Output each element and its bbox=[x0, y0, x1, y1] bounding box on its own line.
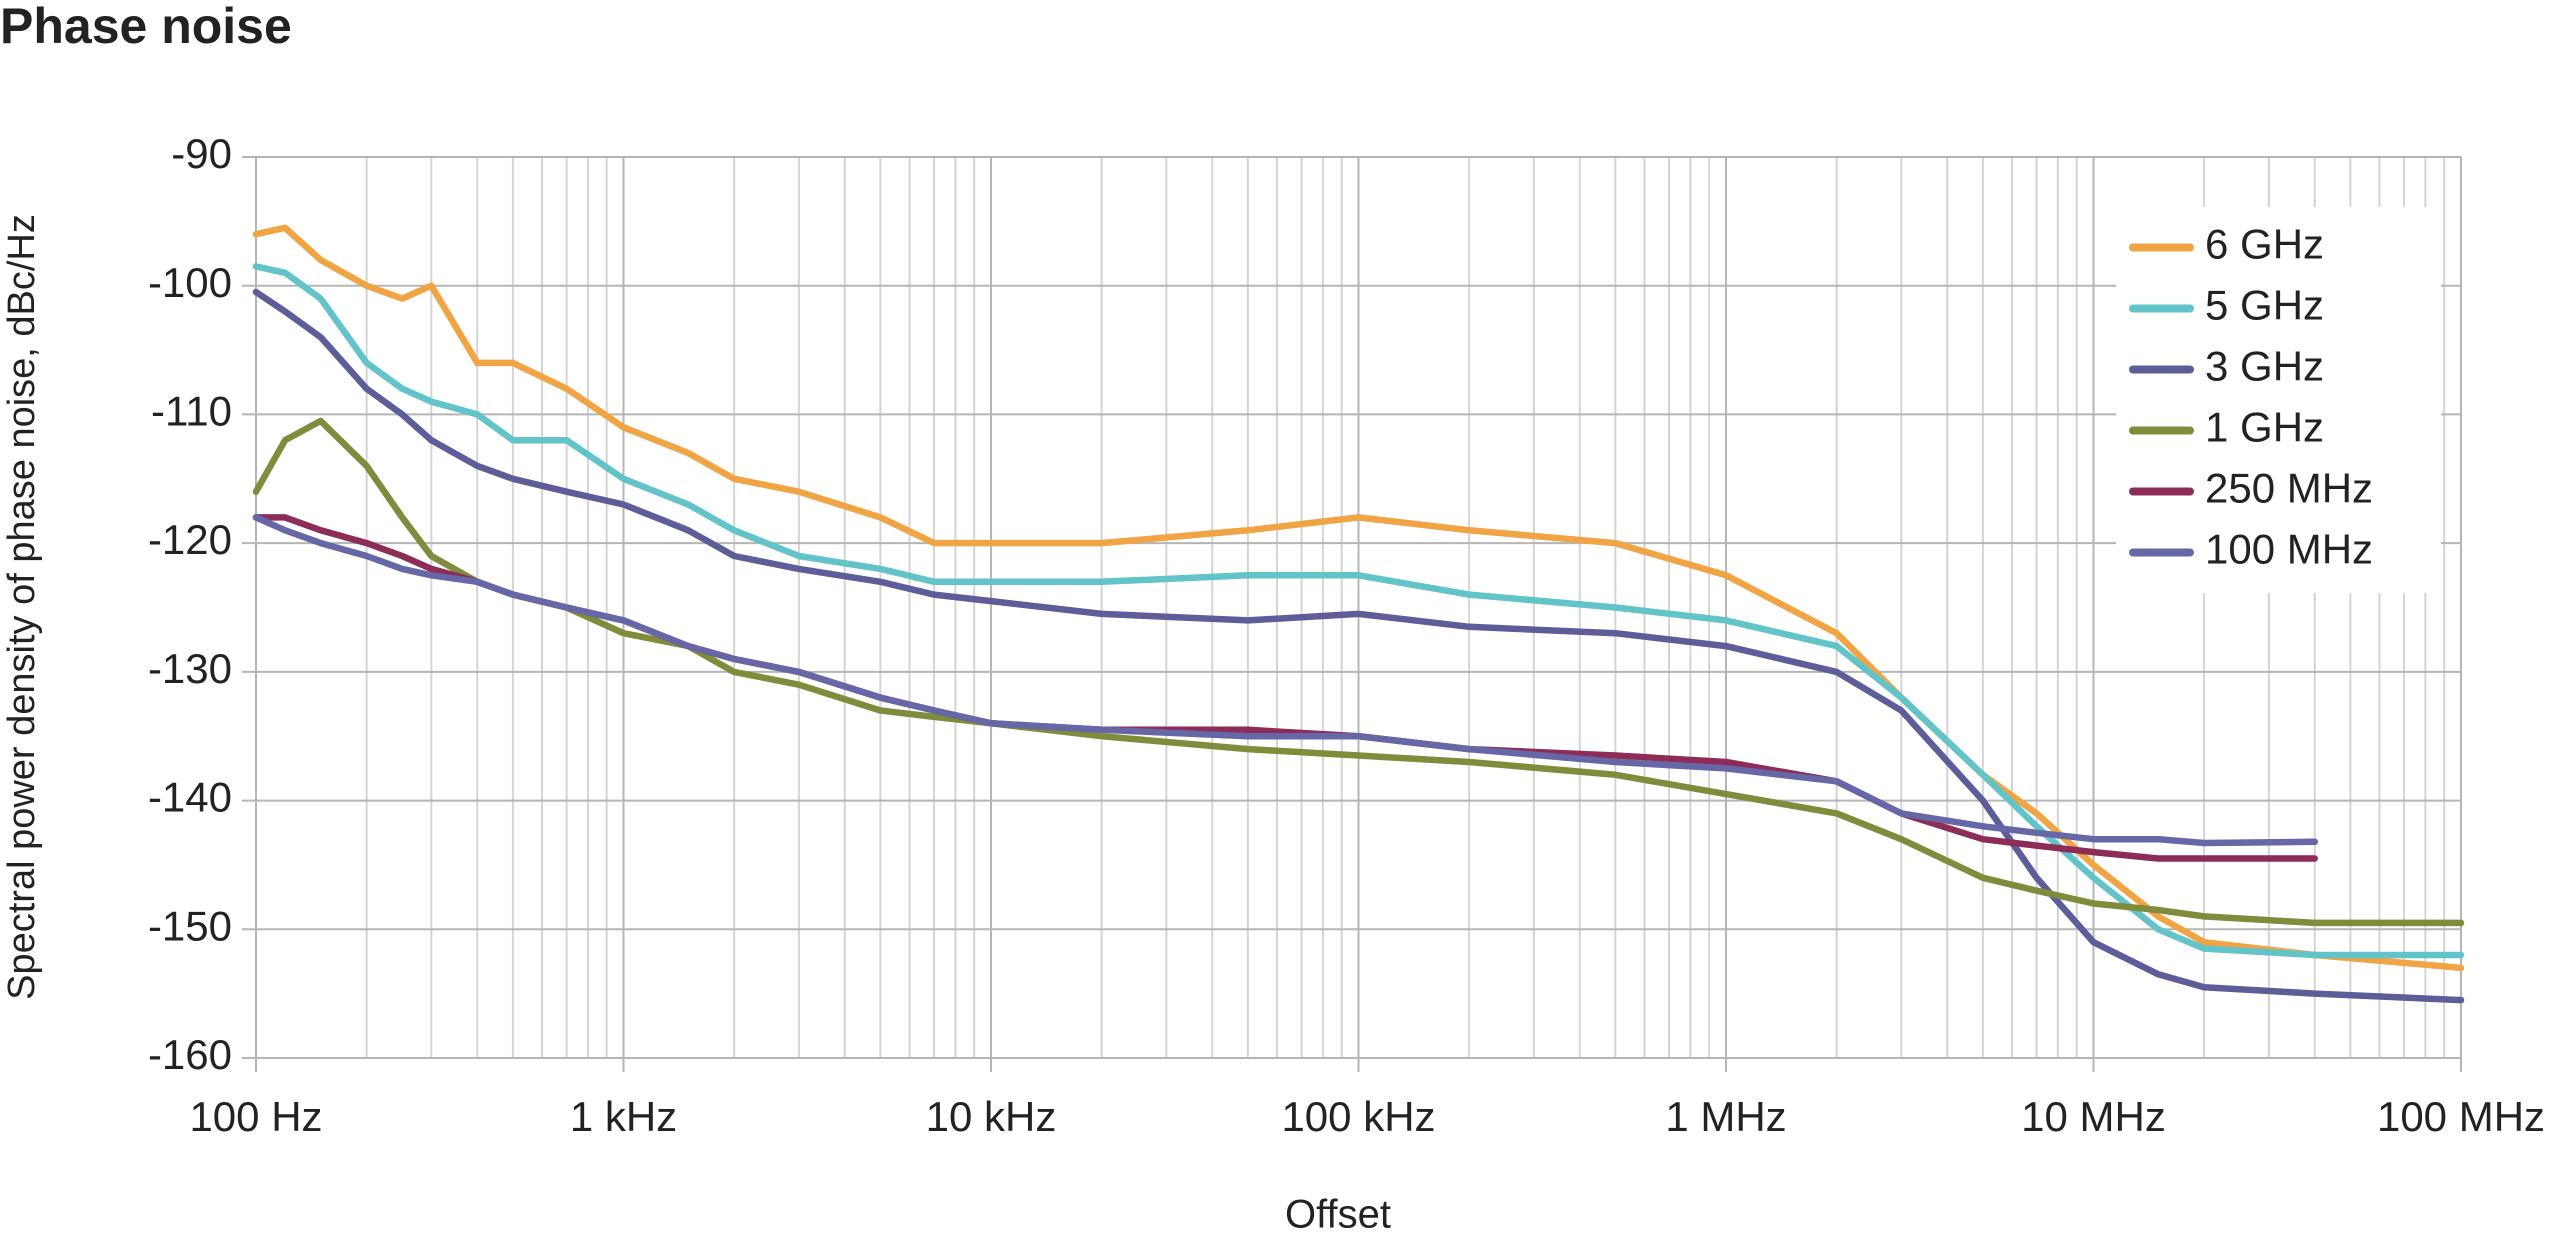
chart-title: Phase noise bbox=[0, 0, 292, 54]
series-line bbox=[252, 514, 2319, 847]
y-tick-label: -140 bbox=[148, 774, 232, 821]
y-tick-label: -160 bbox=[148, 1031, 232, 1078]
y-tick-label: -90 bbox=[171, 130, 232, 177]
x-tick-label: 1 kHz bbox=[570, 1093, 677, 1140]
y-tick-label: -120 bbox=[148, 516, 232, 563]
y-axis-label: Spectral power density of phase noise, d… bbox=[1, 214, 43, 1000]
x-tick-label: 1 MHz bbox=[1665, 1093, 1786, 1140]
legend-label: 250 MHz bbox=[2205, 465, 2373, 512]
series-line bbox=[252, 263, 2465, 959]
series-line bbox=[252, 288, 2465, 1004]
x-tick-label: 10 kHz bbox=[926, 1093, 1057, 1140]
x-tick-label: 100 kHz bbox=[1281, 1093, 1435, 1140]
x-axis-label: Offset bbox=[1285, 1193, 1391, 1237]
y-tick-label: -150 bbox=[148, 902, 232, 949]
y-tick-label: -100 bbox=[148, 259, 232, 306]
legend-label: 100 MHz bbox=[2205, 526, 2373, 573]
legend-label: 1 GHz bbox=[2205, 404, 2324, 451]
x-tick-label: 100 MHz bbox=[2377, 1093, 2545, 1140]
series-line bbox=[252, 224, 2465, 972]
legend-box bbox=[2116, 207, 2441, 593]
x-tick-label: 10 MHz bbox=[2021, 1093, 2166, 1140]
y-tick-label: -130 bbox=[148, 645, 232, 692]
y-tick-label: -110 bbox=[151, 388, 232, 435]
legend-label: 5 GHz bbox=[2205, 282, 2324, 329]
series-line bbox=[252, 514, 2319, 862]
legend-label: 6 GHz bbox=[2205, 221, 2324, 268]
x-tick-label: 100 Hz bbox=[189, 1093, 322, 1140]
legend-label: 3 GHz bbox=[2205, 343, 2324, 390]
